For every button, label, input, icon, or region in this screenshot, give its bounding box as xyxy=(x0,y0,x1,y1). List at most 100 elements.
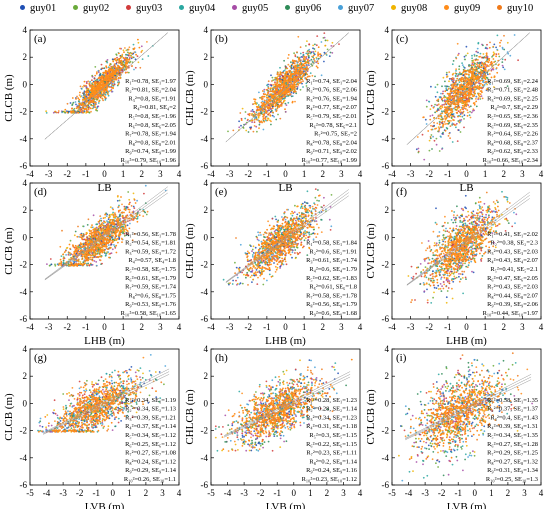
scatter-point xyxy=(102,99,104,102)
x-tick-label: 4 xyxy=(358,169,363,179)
y-tick-label: -6 xyxy=(201,161,209,171)
scatter-point xyxy=(87,262,89,265)
scatter-point xyxy=(104,96,107,99)
scatter-point xyxy=(113,63,116,65)
scatter-point xyxy=(458,121,461,124)
scatter-point xyxy=(287,54,290,56)
scatter-point xyxy=(277,75,280,78)
scatter-point xyxy=(86,90,89,93)
scatter-point xyxy=(485,52,488,55)
scatter-point xyxy=(122,49,125,52)
scatter-point xyxy=(116,195,119,198)
scatter-point xyxy=(473,80,476,82)
scatter-point xyxy=(458,81,461,83)
scatter-point xyxy=(490,60,493,63)
scatter-point xyxy=(79,95,82,98)
scatter-point xyxy=(289,86,292,89)
scatter-point xyxy=(285,104,288,106)
scatter-point xyxy=(121,53,124,56)
scatter-point xyxy=(456,87,459,90)
scatter-point xyxy=(129,222,131,225)
scatter-point xyxy=(460,119,463,121)
scatter-point xyxy=(107,218,110,221)
scatter-point xyxy=(455,103,458,106)
fit-statistic: R₂²=0.76, SE₂=2.06 xyxy=(306,87,357,94)
scatter-point xyxy=(119,69,122,71)
scatter-point xyxy=(459,113,462,115)
scatter-point xyxy=(141,49,144,52)
scatter-point xyxy=(450,117,453,120)
scatter-point xyxy=(482,81,485,84)
scatter-point xyxy=(265,109,267,112)
scatter-point xyxy=(467,78,470,81)
scatter-point xyxy=(264,93,267,96)
scatter-point xyxy=(284,108,286,111)
scatter-point xyxy=(89,107,92,109)
scatter-point xyxy=(278,89,281,92)
scatter-point xyxy=(479,52,482,55)
x-tick-label: 0 xyxy=(464,169,469,179)
scatter-point xyxy=(116,56,118,59)
scatter-point xyxy=(115,68,117,70)
fit-statistic: R₈²=0.8, SE₈=2.01 xyxy=(128,139,176,146)
y-tick-label: 2 xyxy=(385,52,390,62)
scatter-point xyxy=(136,55,139,58)
scatter-point xyxy=(437,126,440,128)
scatter-point xyxy=(294,100,296,103)
scatter-point xyxy=(422,116,424,119)
scatter-point xyxy=(98,222,101,225)
scatter-point xyxy=(277,113,279,116)
scatter-point xyxy=(293,75,295,78)
scatter-point xyxy=(469,91,471,94)
scatter-point xyxy=(258,112,261,115)
x-axis-label: LB xyxy=(97,182,111,194)
scatter-point xyxy=(255,118,258,121)
scatter-point xyxy=(74,101,77,103)
scatter-point xyxy=(123,61,126,64)
scatter-point xyxy=(86,88,89,90)
scatter-point xyxy=(436,104,438,106)
scatter-point xyxy=(119,218,122,220)
scatter-point xyxy=(129,60,132,63)
scatter-point xyxy=(95,261,98,263)
scatter-point xyxy=(284,76,287,79)
scatter-point xyxy=(263,114,265,117)
scatter-point xyxy=(478,85,480,88)
scatter-point xyxy=(122,65,125,68)
scatter-point xyxy=(125,53,127,56)
scatter-point xyxy=(457,74,459,77)
scatter-point xyxy=(91,86,94,89)
scatter-point xyxy=(437,117,440,120)
scatter-point xyxy=(83,99,85,101)
scatter-point xyxy=(286,71,289,74)
scatter-point xyxy=(71,111,74,113)
scatter-point xyxy=(438,123,441,126)
scatter-point xyxy=(227,130,229,133)
legend-marker xyxy=(497,5,502,11)
scatter-point xyxy=(113,83,116,86)
scatter-point xyxy=(86,224,89,226)
scatter-point xyxy=(306,59,309,62)
legend-label: guy10 xyxy=(507,3,534,14)
scatter-point xyxy=(443,106,446,108)
scatter-point xyxy=(64,108,67,111)
scatter-point xyxy=(474,59,477,62)
scatter-point xyxy=(454,82,456,84)
scatter-point xyxy=(503,34,505,37)
legend-item-guy10: guy10 xyxy=(497,3,533,17)
scatter-point xyxy=(467,111,469,114)
scatter-point xyxy=(314,50,317,53)
scatter-point xyxy=(108,78,111,81)
scatter-point xyxy=(499,41,501,44)
scatter-point xyxy=(107,70,110,72)
scatter-point xyxy=(133,68,135,71)
scatter-point xyxy=(452,60,455,62)
scatter-point xyxy=(121,238,124,241)
scatter-point xyxy=(266,119,269,122)
scatter-point xyxy=(281,86,283,89)
x-axis-label: LB xyxy=(459,182,473,194)
scatter-point xyxy=(290,95,293,98)
scatter-point xyxy=(101,262,103,265)
scatter-point xyxy=(480,82,482,85)
